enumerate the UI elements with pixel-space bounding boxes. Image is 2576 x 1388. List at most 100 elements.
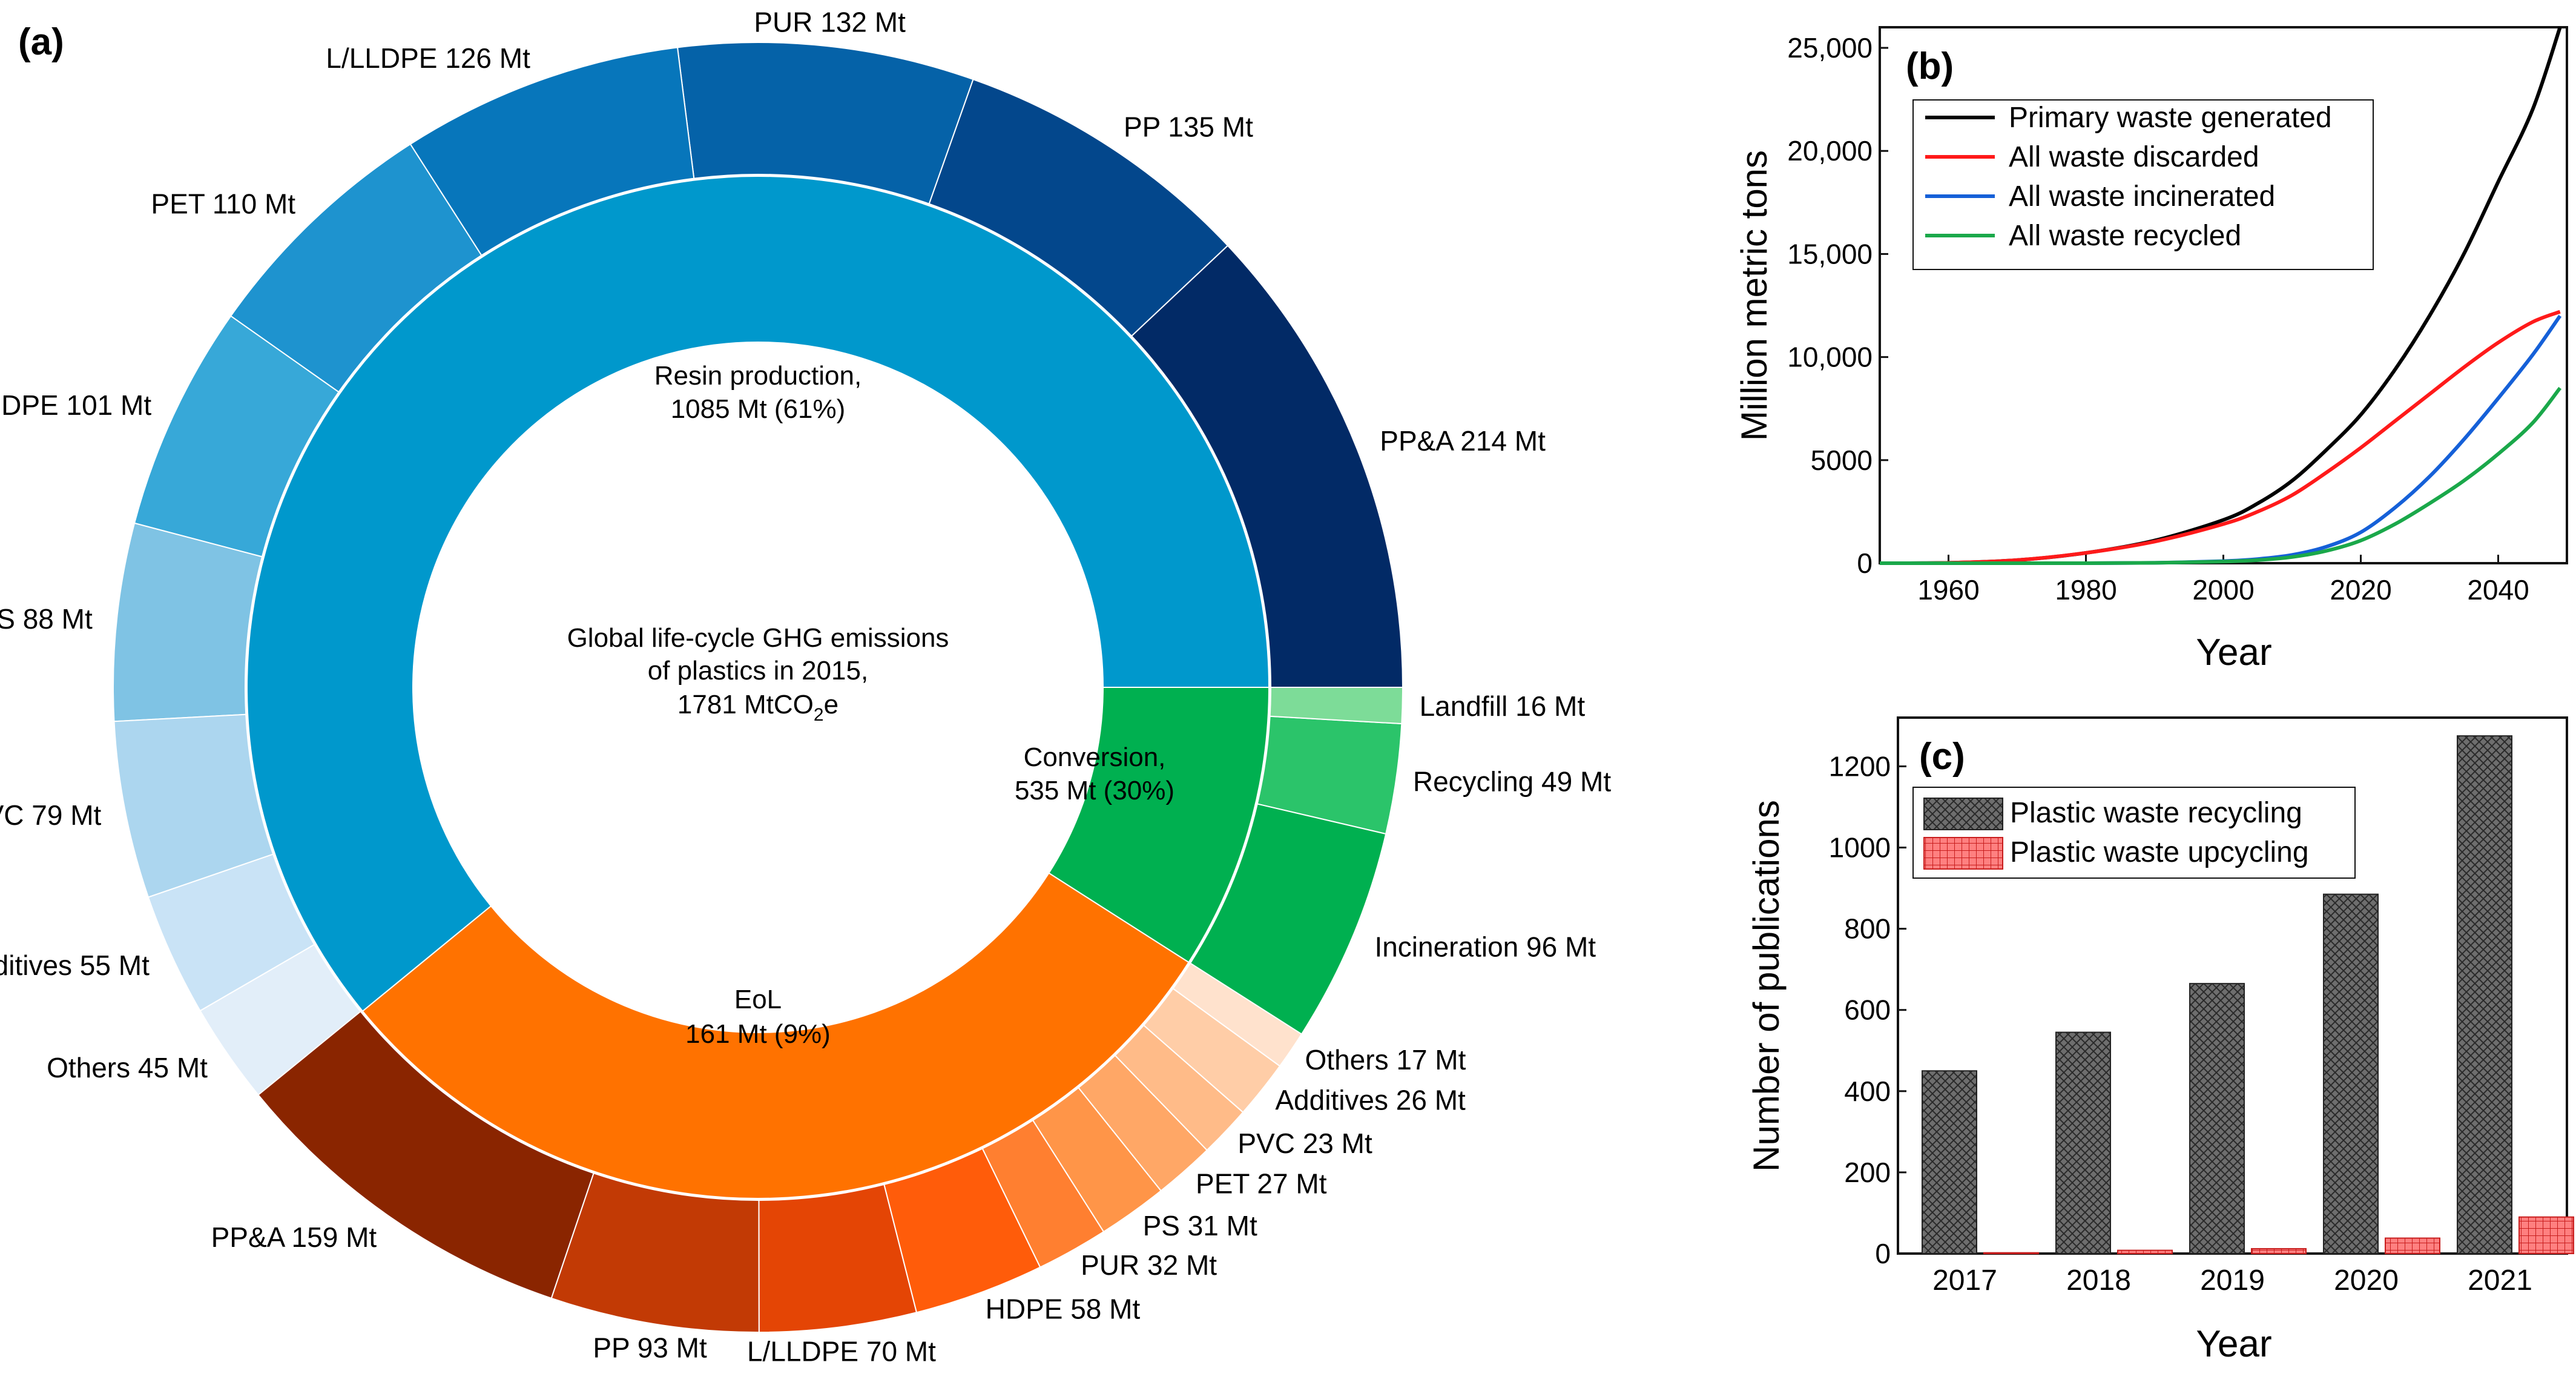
y-tick-label: 800 (1844, 913, 1891, 945)
outer-label-pp-93-mt: PP 93 Mt (593, 1332, 707, 1363)
outer-label-pp-135-mt: PP 135 Mt (1124, 111, 1253, 143)
line-chart-series (1879, 27, 2562, 566)
line-chart-legend: Primary waste generated All waste discard… (1912, 99, 2374, 270)
inner-slice-resin-production (246, 175, 1270, 1013)
line-chart: (b) 1960 1980 2000 2020 2040 0 5000 10,000 15,00… (1734, 26, 2568, 673)
outer-label-recycling-49-mt: Recycling 49 Mt (1413, 766, 1611, 798)
y-tick-label: 600 (1844, 994, 1891, 1026)
y-tick-label: 1200 (1829, 750, 1891, 782)
legend-label-all-waste-incinerated: All waste incinerated (2009, 180, 2275, 213)
y-tick-label: 15,000 (1787, 238, 1873, 269)
bar-chart: (c) 0 200 400 600 800 1000 1200 2017 2018 2019 202… (1746, 716, 2574, 1365)
outer-label-l-lldpe-70-mt: L/LLDPE 70 Mt (747, 1335, 936, 1367)
inner-value-conversion: 535 Mt (30%) (1015, 776, 1174, 805)
outer-label-pet-110-mt: PET 110 Mt (151, 188, 295, 220)
legend-swatch-plastic-waste-upcycling (1923, 837, 2003, 870)
panel-c-label: (c) (1919, 736, 1965, 778)
bar-upcycling-2020 (2385, 1237, 2440, 1254)
center-line3: 1781 MtCO2e (677, 690, 838, 725)
line-chart-ylabel: Million metric tons (1734, 150, 1774, 441)
x-tick-label: 1960 (1917, 574, 1979, 606)
x-tick-label: 2019 (2200, 1264, 2265, 1297)
inner-value-resin-production: 1085 Mt (61%) (671, 394, 846, 424)
bar-recycling-2021 (2457, 735, 2512, 1254)
bar-recycling-2018 (2055, 1031, 2111, 1255)
legend-label-all-waste-recycled: All waste recycled (2009, 220, 2241, 252)
inner-label-resin-production: Resin production, (654, 361, 861, 391)
bar-upcycling-2021 (2518, 1216, 2574, 1254)
bar-chart-ylabel: Number of publications (1746, 800, 1787, 1172)
line-all-waste-discarded (1879, 309, 2561, 565)
outer-label-additives-55-mt: Additives 55 Mt (0, 950, 150, 981)
y-tick-label: 200 (1844, 1157, 1891, 1188)
y-tick-label: 25,000 (1787, 32, 1873, 64)
y-tick-label: 400 (1844, 1076, 1891, 1107)
x-tick-label: 1980 (2055, 574, 2116, 606)
x-tick-label: 2021 (2468, 1264, 2532, 1297)
outer-label-others-45-mt: Others 45 Mt (47, 1052, 208, 1083)
inner-label-conversion: Conversion, (1024, 742, 1166, 772)
bar-chart-legend: Plastic waste recycling Plastic waste upc… (1912, 787, 2356, 879)
outer-label-ps-88-mt: PS 88 Mt (0, 603, 93, 635)
inner-ring (246, 175, 1270, 1199)
bar-upcycling-2019 (2251, 1248, 2307, 1255)
outer-slice-landfill-16-mt (1269, 687, 1404, 725)
line-chart-axes: 1960 1980 2000 2020 2040 0 5000 10,000 15,000 20,… (1787, 32, 2529, 606)
inner-labels: Resin production,1085 Mt (61%) EoL 161 Mt … (654, 361, 1174, 1049)
x-tick-label: 2000 (2192, 574, 2254, 606)
center-text: Global life-cycle GHG emissions of plast… (567, 623, 949, 725)
legend-label-plastic-waste-recycling: Plastic waste recycling (2010, 797, 2302, 829)
bar-recycling-2017 (1922, 1070, 1977, 1254)
bar-chart-axes: 0 200 400 600 800 1000 1200 2017 2018 2019 2020 202… (1829, 750, 2532, 1297)
outer-label-pp-a-214-mt: PP&A 214 Mt (1380, 425, 1546, 457)
y-tick-label: 10,000 (1787, 342, 1873, 373)
outer-label-l-lldpe-126-mt: L/LLDPE 126 Mt (326, 42, 530, 74)
bar-upcycling-2017 (1983, 1252, 2039, 1255)
outer-label-hdpe-58-mt: HDPE 58 Mt (986, 1293, 1141, 1324)
outer-label-pp-a-159-mt: PP&A 159 Mt (211, 1221, 377, 1253)
x-tick-label: 2017 (1932, 1264, 1997, 1297)
outer-label-hdpe-101-mt: HDPE 101 Mt (0, 389, 151, 421)
y-tick-label: 0 (1875, 1238, 1891, 1269)
x-tick-label: 2018 (2066, 1264, 2131, 1297)
y-tick-label: 0 (1857, 547, 1873, 579)
x-tick-label: 2020 (2334, 1264, 2399, 1297)
bar-upcycling-2018 (2117, 1249, 2173, 1255)
line-all-waste-recycled (1880, 386, 2562, 566)
bar-recycling-2020 (2323, 893, 2379, 1254)
x-tick-label: 2040 (2467, 574, 2529, 606)
donut-chart: (a) PP&A 214 Mt PP 135 Mt PUR 132 Mt L/LLDP… (0, 6, 1611, 1367)
legend-label-all-waste-discarded: All waste discarded (2009, 141, 2259, 173)
inner-slice-eol (1048, 687, 1270, 963)
bar-chart-bars (1922, 735, 2574, 1255)
legend-swatch-plastic-waste-recycling (1923, 798, 2003, 830)
inner-value-eol: 161 Mt (9%) (685, 1019, 831, 1049)
outer-ring (113, 42, 1404, 1333)
outer-label-incineration-96-mt: Incineration 96 Mt (1374, 931, 1596, 963)
inner-label-eol: EoL (734, 985, 782, 1014)
outer-label-pet-27-mt: PET 27 Mt (1196, 1168, 1327, 1200)
legend-label-plastic-waste-upcycling: Plastic waste upcycling (2010, 836, 2309, 868)
line-chart-xlabel: Year (2196, 632, 2271, 673)
outer-label-others-17-mt: Others 17 Mt (1305, 1044, 1466, 1076)
x-tick-label: 2020 (2330, 574, 2391, 606)
outer-label-pur-32-mt: PUR 32 Mt (1081, 1249, 1217, 1281)
center-line1: Global life-cycle GHG emissions (567, 623, 949, 653)
inner-slice-conversion (361, 872, 1190, 1199)
outer-labels: PP&A 214 Mt PP 135 Mt PUR 132 Mt L/LLDPE 12… (0, 6, 1611, 1367)
legend-box (1912, 99, 2374, 270)
panel-b-label: (b) (1906, 45, 1954, 87)
outer-slice-ps-88-mt (113, 522, 263, 722)
y-tick-label: 1000 (1829, 832, 1891, 864)
outer-label-pvc-23-mt: PVC 23 Mt (1237, 1128, 1372, 1159)
panel-a-label: (a) (18, 21, 64, 63)
outer-label-pvc-79-mt: PVC 79 Mt (0, 799, 102, 831)
outer-label-additives-26-mt: Additives 26 Mt (1275, 1085, 1466, 1116)
bar-recycling-2019 (2189, 983, 2245, 1254)
legend-label-primary-waste-generated: Primary waste generated (2009, 102, 2332, 134)
outer-label-ps-31-mt: PS 31 Mt (1143, 1210, 1257, 1241)
center-line2: of plastics in 2015, (648, 656, 868, 686)
outer-label-landfill-16-mt: Landfill 16 Mt (1420, 690, 1586, 722)
y-tick-label: 20,000 (1787, 135, 1873, 167)
